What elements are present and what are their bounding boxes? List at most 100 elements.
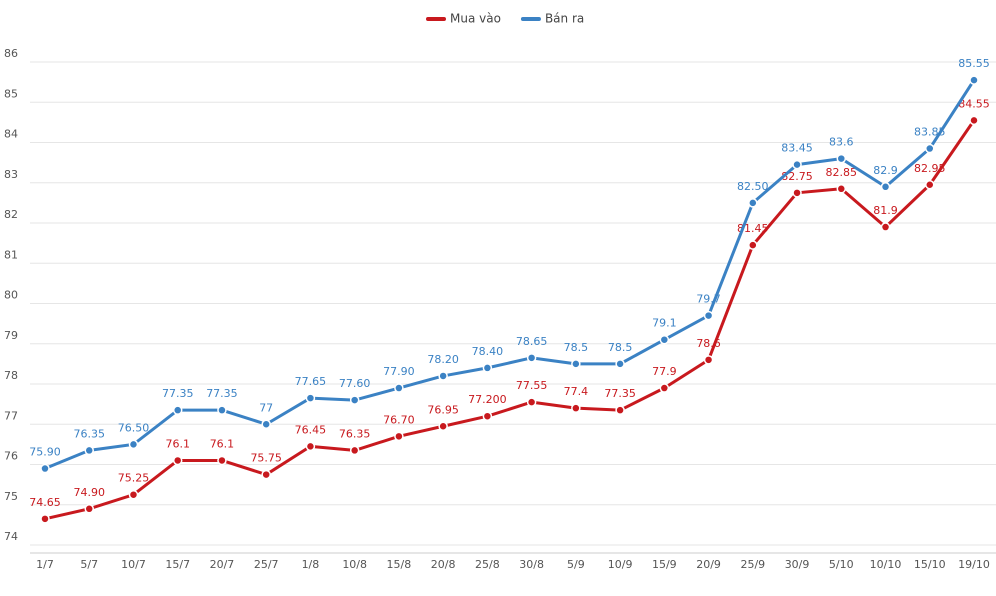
data-label: 79.1 bbox=[652, 317, 677, 330]
point bbox=[217, 455, 227, 466]
data-label: 82.50 bbox=[737, 180, 769, 193]
point bbox=[615, 405, 625, 415]
point bbox=[261, 419, 271, 429]
point bbox=[482, 363, 493, 373]
data-label: 77 bbox=[259, 401, 273, 414]
point bbox=[438, 421, 448, 432]
y-tick-label: 74 bbox=[4, 530, 18, 543]
point bbox=[748, 240, 758, 250]
point bbox=[792, 188, 802, 198]
data-label: 82.75 bbox=[781, 170, 813, 183]
data-label: 76.50 bbox=[118, 421, 150, 434]
data-label: 78.5 bbox=[564, 341, 589, 354]
data-label: 81.9 bbox=[873, 204, 898, 217]
point bbox=[172, 455, 183, 466]
point bbox=[40, 463, 50, 474]
data-label: 76.1 bbox=[210, 437, 235, 450]
data-label: 77.65 bbox=[295, 375, 327, 388]
data-label: 77.9 bbox=[652, 365, 677, 378]
data-label: 76.35 bbox=[73, 427, 105, 440]
point bbox=[305, 393, 316, 403]
data-label: 79.7 bbox=[696, 293, 721, 306]
x-tick-label: 15/8 bbox=[387, 558, 412, 571]
data-label: 74.65 bbox=[29, 496, 61, 509]
point bbox=[526, 353, 537, 363]
y-tick-label: 81 bbox=[4, 248, 18, 261]
y-tick-label: 83 bbox=[4, 168, 18, 181]
point bbox=[394, 383, 404, 393]
point bbox=[217, 405, 227, 415]
y-tick-label: 77 bbox=[4, 409, 18, 422]
data-label: 76.95 bbox=[427, 403, 459, 416]
point bbox=[571, 403, 581, 413]
data-label: 77.35 bbox=[206, 387, 238, 400]
point bbox=[349, 395, 360, 405]
x-tick-label: 25/7 bbox=[254, 558, 279, 571]
x-tick-label: 5/7 bbox=[80, 558, 98, 571]
x-tick-label: 10/10 bbox=[870, 558, 902, 571]
data-label: 85.55 bbox=[958, 57, 990, 70]
point bbox=[703, 355, 714, 365]
x-tick-label: 5/9 bbox=[567, 558, 585, 571]
point bbox=[659, 383, 670, 393]
point bbox=[880, 222, 891, 232]
x-tick-label: 15/7 bbox=[165, 558, 190, 571]
point bbox=[792, 159, 802, 170]
x-tick-label: 10/8 bbox=[342, 558, 367, 571]
x-tick-label: 1/8 bbox=[302, 558, 320, 571]
point bbox=[969, 115, 979, 126]
y-tick-label: 85 bbox=[4, 87, 18, 100]
x-tick-label: 10/7 bbox=[121, 558, 146, 571]
x-tick-label: 30/8 bbox=[519, 558, 544, 571]
point bbox=[615, 359, 625, 369]
data-label: 75.90 bbox=[29, 446, 61, 459]
legend-label: Mua vào bbox=[450, 12, 501, 26]
data-label: 77.55 bbox=[516, 379, 548, 392]
y-tick-label: 82 bbox=[4, 208, 18, 221]
data-label: 77.60 bbox=[339, 377, 371, 390]
series-line bbox=[44, 119, 976, 521]
data-label: 84.55 bbox=[958, 97, 990, 110]
point bbox=[84, 445, 94, 456]
x-tick-label: 19/10 bbox=[958, 558, 990, 571]
legend-label: Bán ra bbox=[545, 12, 584, 26]
data-label: 75.25 bbox=[118, 472, 150, 485]
point bbox=[40, 514, 50, 524]
data-label: 76.45 bbox=[295, 423, 327, 436]
x-tick-label: 20/8 bbox=[431, 558, 456, 571]
point bbox=[925, 143, 935, 154]
data-label: 78.65 bbox=[516, 335, 548, 348]
x-tick-label: 10/9 bbox=[608, 558, 633, 571]
y-tick-label: 76 bbox=[4, 450, 18, 463]
data-label: 78.40 bbox=[472, 345, 504, 358]
data-label: 82.95 bbox=[914, 162, 946, 175]
x-tick-label: 15/10 bbox=[914, 558, 946, 571]
point bbox=[128, 439, 139, 450]
point bbox=[659, 334, 670, 345]
data-label: 77.200 bbox=[468, 393, 507, 406]
data-label: 77.4 bbox=[564, 385, 589, 398]
point bbox=[925, 180, 935, 190]
data-label: 78.6 bbox=[696, 337, 721, 350]
point bbox=[836, 153, 847, 164]
y-tick-label: 78 bbox=[4, 369, 18, 382]
x-tick-label: 25/9 bbox=[740, 558, 765, 571]
point bbox=[571, 359, 581, 369]
point bbox=[305, 441, 316, 452]
data-label: 76.1 bbox=[165, 437, 190, 450]
x-tick-label: 1/7 bbox=[36, 558, 54, 571]
data-label: 77.90 bbox=[383, 365, 415, 378]
point bbox=[438, 371, 448, 381]
point bbox=[394, 431, 404, 442]
x-tick-label: 25/8 bbox=[475, 558, 500, 571]
point bbox=[526, 397, 537, 407]
point bbox=[836, 184, 847, 194]
x-tick-label: 30/9 bbox=[785, 558, 810, 571]
data-label: 78.20 bbox=[427, 353, 459, 366]
data-label: 75.75 bbox=[250, 452, 282, 465]
point bbox=[482, 411, 493, 421]
y-tick-label: 84 bbox=[4, 128, 18, 141]
x-tick-label: 15/9 bbox=[652, 558, 677, 571]
data-label: 78.5 bbox=[608, 341, 633, 354]
